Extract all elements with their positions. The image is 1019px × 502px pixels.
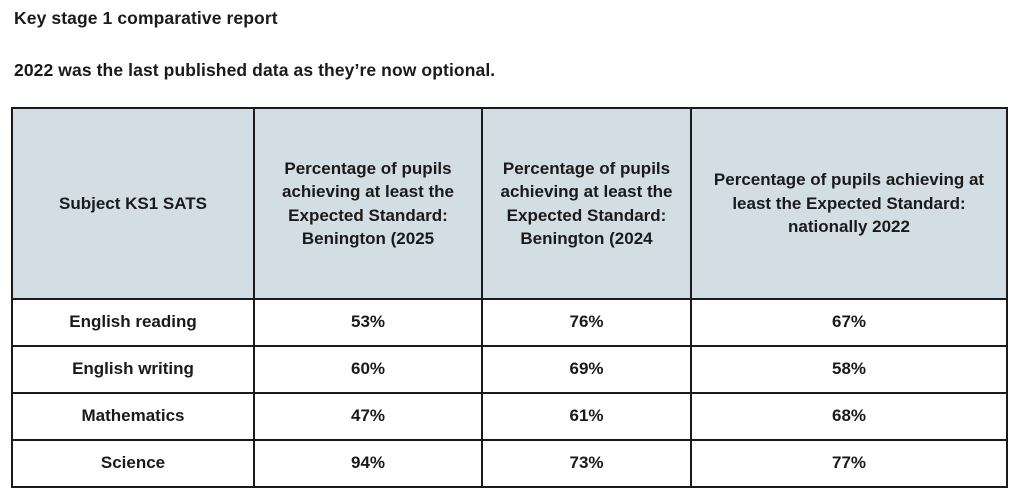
page-subtitle: 2022 was the last published data as they… <box>14 60 496 80</box>
table-row: Mathematics 47% 61% 68% <box>11 392 1008 441</box>
page-title: Key stage 1 comparative report <box>14 8 278 28</box>
column-header-benington-2025: Percentage of pupils achieving at least … <box>253 107 483 300</box>
value-cell: 94% <box>253 439 483 488</box>
value-cell: 58% <box>690 345 1008 394</box>
column-header-subject: Subject KS1 SATS <box>11 107 255 300</box>
value-cell: 47% <box>253 392 483 441</box>
table-row: English reading 53% 76% 67% <box>11 298 1008 347</box>
value-cell: 77% <box>690 439 1008 488</box>
value-cell: 61% <box>481 392 692 441</box>
table-row: Science 94% 73% 77% <box>11 439 1008 488</box>
ks1-results-table: Subject KS1 SATS Percentage of pupils ac… <box>11 107 1008 488</box>
subject-cell: English writing <box>11 345 255 394</box>
value-cell: 53% <box>253 298 483 347</box>
subject-cell: English reading <box>11 298 255 347</box>
value-cell: 68% <box>690 392 1008 441</box>
table-header-row: Subject KS1 SATS Percentage of pupils ac… <box>11 107 1008 300</box>
column-header-benington-2024: Percentage of pupils achieving at least … <box>481 107 692 300</box>
subject-cell: Mathematics <box>11 392 255 441</box>
value-cell: 60% <box>253 345 483 394</box>
value-cell: 67% <box>690 298 1008 347</box>
value-cell: 76% <box>481 298 692 347</box>
value-cell: 69% <box>481 345 692 394</box>
value-cell: 73% <box>481 439 692 488</box>
table-row: English writing 60% 69% 58% <box>11 345 1008 394</box>
subject-cell: Science <box>11 439 255 488</box>
column-header-national-2022: Percentage of pupils achieving at least … <box>690 107 1008 300</box>
